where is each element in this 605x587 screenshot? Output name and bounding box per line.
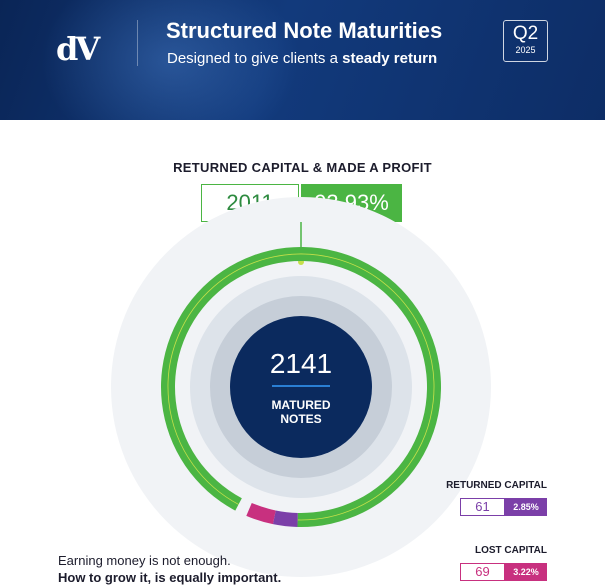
total-matured-count: 2141	[269, 348, 333, 379]
donut-segment-1	[272, 510, 298, 527]
returned-capital-label: RETURNED CAPITAL	[446, 480, 547, 491]
donut-segment-2	[246, 502, 276, 525]
center-disc	[230, 316, 372, 458]
page-title: Structured Note Maturities	[166, 18, 443, 43]
returned-capital-percent: 2.85%	[505, 498, 547, 516]
lost-capital-count: 69	[460, 563, 505, 581]
lost-capital-percent: 3.22%	[505, 563, 547, 581]
footer-line-1: Earning money is not enough.	[58, 553, 231, 568]
header-banner: dV Structured Note Maturities Designed t…	[0, 0, 605, 120]
total-label-line1: MATURED	[271, 398, 331, 412]
total-label-line2: NOTES	[280, 412, 322, 426]
total-matured-label: MATURED NOTES	[241, 398, 361, 426]
returned-capital-count: 61	[460, 498, 505, 516]
lost-capital-label: LOST CAPITAL	[474, 545, 547, 556]
quarter-label: Q2	[512, 23, 539, 44]
year-label: 2025	[515, 45, 536, 55]
profit-segment-label: RETURNED CAPITAL & MADE A PROFIT	[173, 160, 432, 175]
quarter-badge: Q2 2025	[503, 20, 548, 62]
subtitle-prefix: Designed to give clients a	[167, 50, 343, 67]
header-glow	[40, 0, 300, 120]
subtitle-emphasis: steady return	[342, 50, 438, 67]
brand-logo: dV	[56, 30, 100, 68]
footer-line-2: How to grow it, is equally important.	[58, 570, 282, 585]
page-subtitle: Designed to give clients a steady return	[167, 50, 437, 67]
profit-arc-highlight	[167, 253, 435, 521]
donut-segments	[160, 247, 441, 527]
center-divider	[272, 385, 330, 387]
header-divider	[137, 20, 138, 66]
